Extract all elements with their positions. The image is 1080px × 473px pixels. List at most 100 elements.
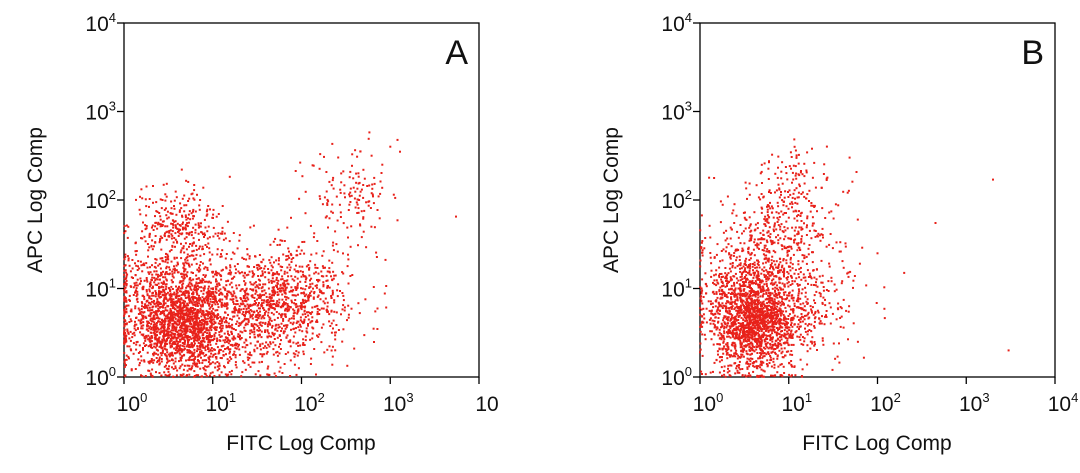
data-point — [773, 311, 776, 314]
data-point — [281, 372, 284, 374]
data-point — [199, 308, 202, 310]
data-point — [229, 350, 231, 353]
data-point — [334, 338, 337, 341]
data-point — [746, 315, 749, 318]
data-point — [271, 266, 274, 269]
data-point — [226, 374, 228, 377]
data-point — [219, 326, 222, 329]
data-point — [301, 270, 304, 273]
data-point — [210, 310, 213, 313]
data-point — [198, 204, 201, 207]
data-point — [277, 288, 279, 291]
data-point — [212, 235, 215, 238]
data-point — [228, 339, 231, 342]
data-point — [778, 328, 781, 330]
data-point — [740, 335, 743, 338]
data-point — [241, 320, 244, 323]
data-point — [348, 176, 351, 179]
data-point — [247, 318, 250, 321]
data-point — [207, 281, 210, 284]
data-point — [221, 249, 224, 252]
data-point — [186, 291, 189, 294]
data-point — [725, 343, 728, 346]
data-point — [142, 324, 145, 327]
data-point — [300, 320, 303, 323]
data-point — [739, 346, 742, 349]
data-point — [276, 244, 279, 246]
data-point — [208, 320, 211, 323]
data-point — [192, 237, 195, 240]
data-point — [363, 334, 366, 337]
data-point — [185, 312, 188, 314]
data-point — [135, 341, 138, 344]
data-point — [190, 212, 193, 215]
data-point — [178, 320, 181, 323]
data-point — [724, 285, 727, 288]
data-point — [243, 314, 246, 317]
data-point — [184, 333, 187, 336]
data-point — [765, 327, 768, 330]
data-point — [786, 297, 789, 300]
data-point — [212, 307, 215, 310]
data-point — [234, 337, 237, 340]
data-point — [163, 345, 166, 348]
data-point — [145, 290, 148, 293]
data-point — [270, 269, 273, 272]
data-point — [759, 363, 762, 366]
data-point — [257, 264, 260, 267]
data-point — [209, 258, 212, 261]
data-point — [736, 299, 739, 302]
data-point — [776, 313, 778, 316]
data-point — [180, 207, 183, 210]
data-point — [752, 316, 755, 319]
data-point — [308, 296, 310, 299]
data-point — [221, 268, 224, 271]
data-point — [273, 338, 276, 340]
data-point — [325, 309, 328, 312]
data-point — [155, 258, 158, 261]
data-point — [764, 317, 767, 320]
data-point — [187, 336, 190, 339]
data-point — [376, 328, 379, 330]
data-point — [786, 339, 789, 342]
data-point — [144, 339, 147, 342]
data-point — [204, 349, 207, 352]
data-point — [279, 287, 282, 290]
data-point — [154, 225, 157, 228]
data-point — [195, 282, 198, 285]
data-point — [172, 219, 175, 222]
data-point — [171, 351, 174, 354]
data-point — [164, 225, 167, 228]
data-point — [195, 300, 198, 303]
data-point — [203, 359, 206, 362]
data-point — [275, 311, 278, 313]
data-point — [214, 309, 217, 312]
data-point — [172, 313, 175, 316]
data-point — [226, 307, 229, 310]
data-point — [157, 340, 160, 343]
data-point — [769, 346, 772, 349]
data-point — [141, 317, 144, 320]
data-point — [307, 314, 310, 317]
data-point — [326, 270, 329, 273]
data-point — [134, 241, 137, 244]
data-point — [129, 299, 131, 302]
data-point — [227, 322, 230, 325]
data-point — [185, 224, 188, 227]
data-point — [193, 351, 196, 354]
data-point — [297, 367, 300, 370]
data-point — [349, 191, 352, 194]
data-point — [210, 352, 213, 355]
data-point — [301, 298, 304, 301]
data-point — [166, 374, 169, 377]
data-point — [162, 286, 165, 289]
data-point — [200, 280, 203, 282]
data-point — [340, 181, 343, 184]
data-point — [188, 367, 191, 370]
data-point — [237, 309, 240, 312]
data-point — [184, 297, 187, 299]
data-point — [160, 323, 163, 326]
data-point — [278, 301, 281, 304]
data-point — [176, 336, 179, 339]
data-point — [219, 298, 222, 301]
